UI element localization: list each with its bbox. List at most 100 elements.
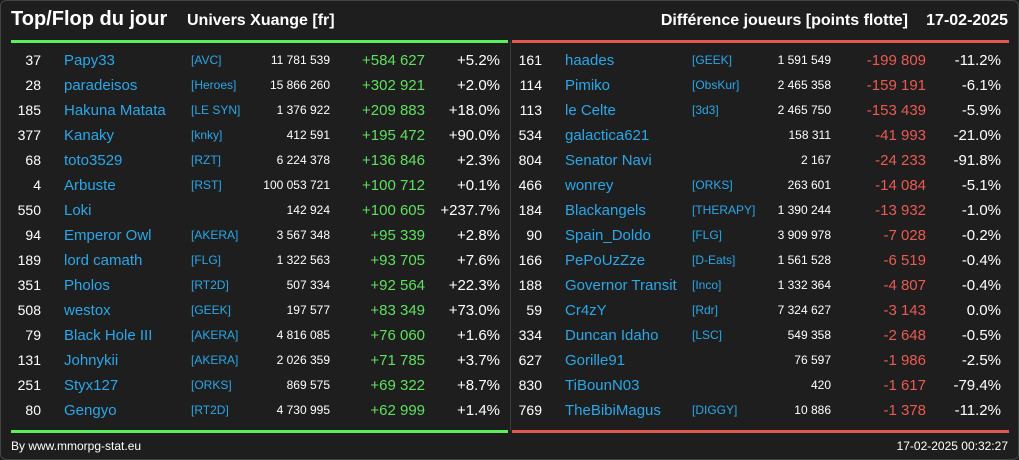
player-name-link[interactable]: Governor Transit (565, 277, 677, 294)
alliance-tag-link[interactable]: [AKERA] (191, 328, 239, 342)
points-difference: +76 060 (370, 327, 425, 344)
player-rank: 114 (519, 77, 542, 93)
player-name-link[interactable]: Arbuste (64, 177, 116, 194)
player-rank: 508 (17, 302, 41, 318)
player-name-link[interactable]: Loki (64, 202, 92, 219)
player-name-link[interactable]: Blackangels (565, 202, 646, 219)
player-row: 769 TheBibiMagus [DIGGY] 10 886 -1 378 -11.2% (512, 398, 1010, 423)
player-name-link[interactable]: Gengyo (64, 402, 117, 419)
points-difference: -41 993 (875, 127, 926, 144)
player-name-link[interactable]: Gorille91 (565, 352, 626, 369)
flop-accent-bar (512, 40, 1009, 43)
player-points: 197 577 (286, 303, 330, 317)
alliance-tag-link[interactable]: [ORKS] (692, 178, 733, 192)
percent-change: -2.5% (961, 352, 1001, 369)
date-label: 17-02-2025 (926, 12, 1008, 29)
player-name-link[interactable]: westox (64, 302, 111, 319)
alliance-tag-link[interactable]: [AVC] (191, 53, 222, 67)
player-name-link[interactable]: Duncan Idaho (565, 327, 659, 344)
alliance-tag-link[interactable]: [Rdr] (692, 303, 719, 317)
player-points: 2 465 750 (777, 103, 831, 117)
player-name-link[interactable]: Senator Navi (565, 152, 652, 169)
player-row: 114 Pimiko [ObsKur] 2 465 358 -159 191 -6.1% (512, 73, 1010, 98)
player-rank: 804 (518, 152, 542, 168)
alliance-tag-link[interactable]: [DIGGY] (692, 403, 738, 417)
alliance-tag-link[interactable]: [knky] (191, 128, 223, 142)
player-points: 2 465 358 (777, 78, 831, 92)
player-row: 377 Kanaky [knky] 412 591 +195 472 +90.0% (11, 123, 509, 148)
player-row: 80 Gengyo [RT2D] 4 730 995 +62 999 +1.4% (11, 398, 509, 423)
player-name-link[interactable]: Pimiko (565, 77, 611, 94)
player-name-link[interactable]: Kanaky (64, 127, 115, 144)
player-name-link[interactable]: Spain_Doldo (565, 227, 651, 244)
player-name-link[interactable]: paradeisos (64, 77, 138, 94)
player-row: 166 PePoUzZze [D-Eats] 1 561 528 -6 519 -0.4% (512, 248, 1010, 273)
player-name-link[interactable]: Johnykii (64, 352, 119, 369)
alliance-tag-link[interactable]: [RT2D] (191, 278, 229, 292)
percent-change: +18.0% (448, 102, 500, 119)
player-rank: 79 (25, 327, 41, 343)
player-name-link[interactable]: TiBounN03 (565, 377, 640, 394)
points-difference: +136 846 (362, 152, 425, 169)
divider (510, 41, 511, 431)
points-difference: +195 472 (362, 127, 425, 144)
percent-change: -11.2% (954, 402, 1001, 419)
alliance-tag-link[interactable]: [RST] (191, 178, 222, 192)
alliance-tag-link[interactable]: [AKERA] (191, 353, 239, 367)
player-row: 189 lord camath [FLG] 1 322 563 +93 705 +7.6% (11, 248, 509, 273)
player-points: 869 575 (286, 378, 330, 392)
player-points: 142 924 (286, 203, 330, 217)
alliance-tag-link[interactable]: [RT2D] (191, 403, 229, 417)
alliance-tag-link[interactable]: [GEEK] (191, 303, 232, 317)
player-points: 1 591 549 (777, 53, 831, 67)
percent-change: +2.3% (457, 152, 500, 169)
alliance-tag-link[interactable]: [D-Eats] (692, 253, 736, 267)
alliance-tag-link[interactable]: [GEEK] (692, 53, 733, 67)
alliance-tag-link[interactable]: [LSC] (692, 328, 723, 342)
player-row: 334 Duncan Idaho [LSC] 549 358 -2 648 -0.5% (512, 323, 1010, 348)
player-name-link[interactable]: Emperor Owl (64, 227, 152, 244)
percent-change: +8.7% (457, 377, 500, 394)
alliance-tag-link[interactable]: [3d3] (692, 103, 719, 117)
player-name-link[interactable]: Pholos (64, 277, 110, 294)
player-rank: 251 (17, 377, 41, 393)
alliance-tag-link[interactable]: [FLG] (692, 228, 723, 242)
player-rank: 627 (518, 352, 542, 368)
player-row: 59 Cr4zY [Rdr] 7 324 627 -3 143 0.0% (512, 298, 1010, 323)
player-name-link[interactable]: lord camath (64, 252, 143, 269)
alliance-tag-link[interactable]: [THERAPY] (692, 203, 756, 217)
player-rank: 534 (518, 127, 542, 143)
player-name-link[interactable]: haades (565, 52, 615, 69)
player-name-link[interactable]: Styx127 (64, 377, 119, 394)
percent-change: +5.2% (457, 52, 500, 69)
alliance-tag-link[interactable]: [Inco] (692, 278, 722, 292)
universe-label: Univers Xuange [fr] (187, 12, 335, 29)
alliance-tag-link[interactable]: [ORKS] (191, 378, 232, 392)
player-points: 7 324 627 (777, 303, 831, 317)
alliance-tag-link[interactable]: [Heroes] (191, 78, 237, 92)
alliance-tag-link[interactable]: [LE SYN] (191, 103, 241, 117)
alliance-tag-link[interactable]: [AKERA] (191, 228, 239, 242)
player-name-link[interactable]: Papy33 (64, 52, 115, 69)
player-name-link[interactable]: PePoUzZze (565, 252, 646, 269)
player-name-link[interactable]: Black Hole III (64, 327, 153, 344)
player-points: 4 816 085 (276, 328, 330, 342)
alliance-tag-link[interactable]: [ObsKur] (692, 78, 740, 92)
top-accent-bar (11, 40, 508, 43)
points-difference: -6 519 (883, 252, 926, 269)
player-name-link[interactable]: Hakuna Matata (64, 102, 166, 119)
player-name-link[interactable]: wonrey (565, 177, 614, 194)
alliance-tag-link[interactable]: [RZT] (191, 153, 221, 167)
player-name-link[interactable]: le Celte (565, 102, 616, 119)
player-name-link[interactable]: Cr4zY (565, 302, 607, 319)
player-name-link[interactable]: TheBibiMagus (565, 402, 661, 419)
player-name-link[interactable]: toto3529 (64, 152, 123, 169)
player-row: 94 Emperor Owl [AKERA] 3 567 348 +95 339 +2.8… (11, 223, 509, 248)
player-row: 830 TiBounN03 420 -1 617 -79.4% (512, 373, 1010, 398)
player-row: 79 Black Hole III [AKERA] 4 816 085 +76 060 +… (11, 323, 509, 348)
percent-change: +22.3% (448, 277, 500, 294)
player-rank: 161 (518, 52, 542, 68)
alliance-tag-link[interactable]: [FLG] (191, 253, 222, 267)
player-name-link[interactable]: galactica621 (565, 127, 650, 144)
